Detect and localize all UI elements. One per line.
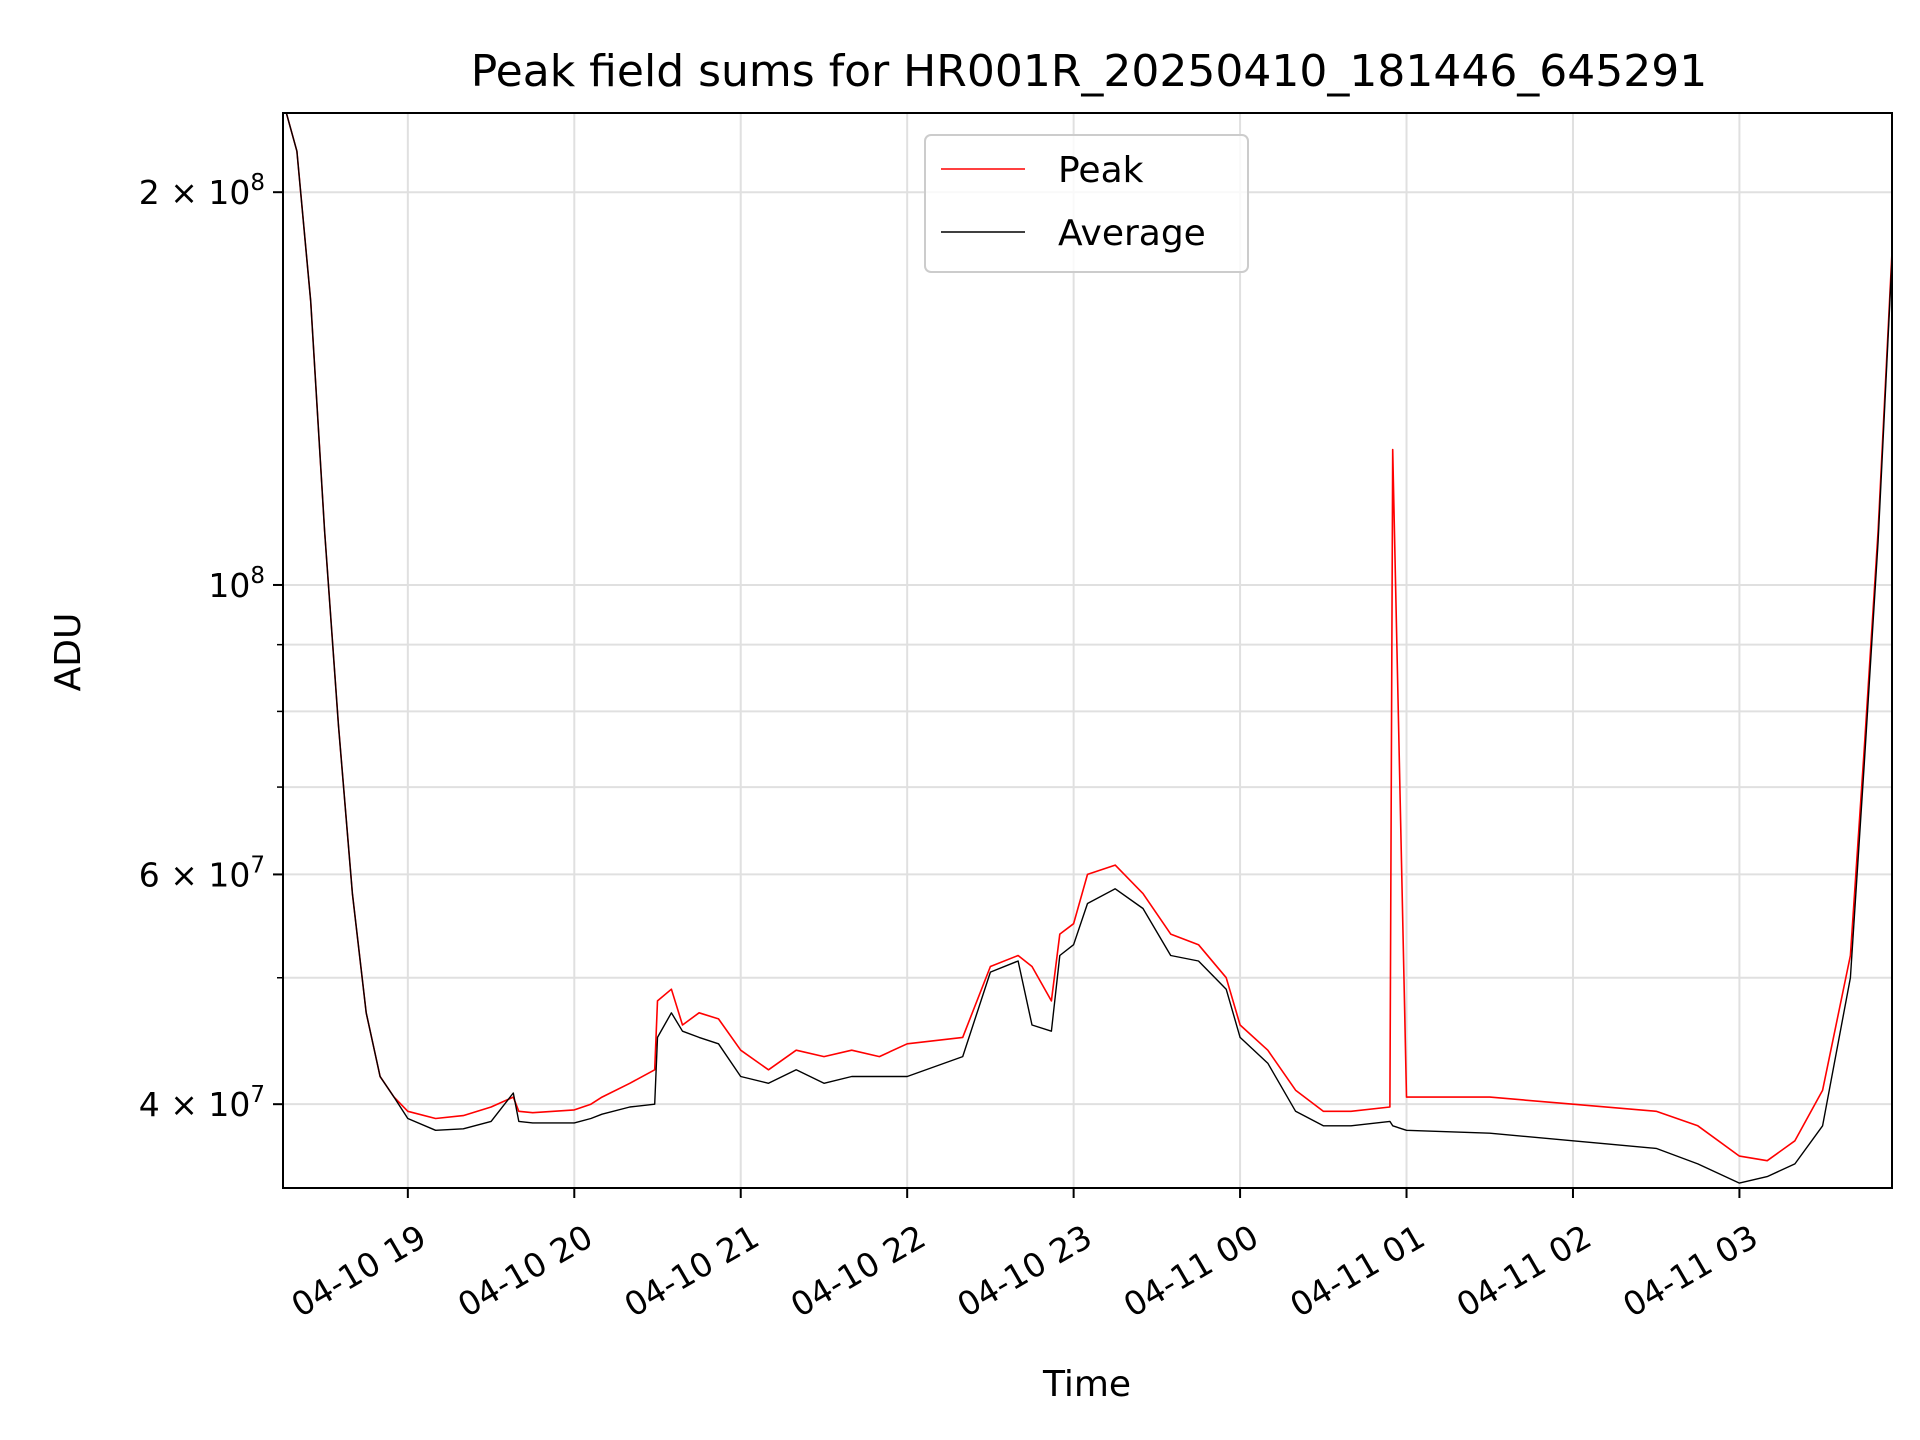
y-axis: 4 × 107 6 × 107 108 2 × 108 <box>139 170 283 1124</box>
x-axis-label: Time <box>1042 1364 1131 1405</box>
chart-title: Peak field sums for HR001R_20250410_1814… <box>471 46 1708 97</box>
legend-label-peak: Peak <box>1058 150 1144 191</box>
y-tick-label: 4 × 107 <box>139 1082 265 1124</box>
y-axis-label: ADU <box>48 613 89 692</box>
legend: Peak Average <box>924 134 1249 273</box>
legend-label-average: Average <box>1058 213 1206 254</box>
plot-frame <box>282 112 1893 1189</box>
series-line-peak <box>285 113 1892 1162</box>
y-tick-label: 6 × 107 <box>139 852 265 894</box>
series-layer <box>285 113 1892 1184</box>
y-tick-label: 2 × 108 <box>139 170 265 212</box>
y-tick-label: 108 <box>208 563 265 605</box>
series-line-average <box>285 113 1892 1184</box>
